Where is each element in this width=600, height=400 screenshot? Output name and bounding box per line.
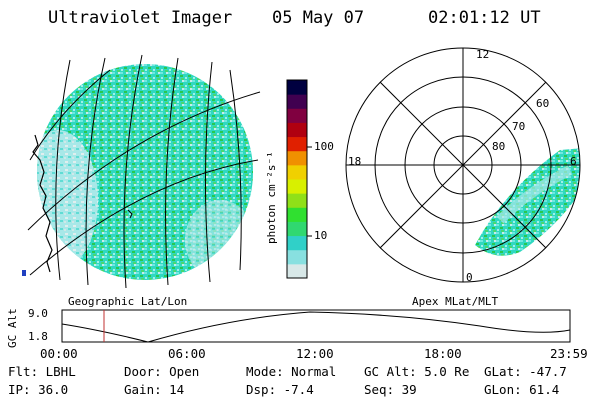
mlt-label-18: 18 [348,155,362,168]
polar-grid [345,47,581,283]
filter-info: Flt: LBHL [8,364,76,379]
glon-info: GLon: 61.4 [484,382,560,397]
colorbar-segment [287,207,307,222]
date-label: 05 May 07 [272,8,365,28]
gain-info: Gain: 14 [124,382,185,397]
colorbar-segment [287,235,307,251]
colorbar-segment [287,80,307,95]
orbit-y-label: GC Alt [6,308,19,348]
colorbar-segment [287,122,307,138]
colorbar [286,79,312,279]
colorbar-tick-100: 100 [314,140,334,153]
orbit-x-tick-0000: 00:00 [40,346,78,361]
polar-panel [345,47,581,283]
colorbar-segment [287,136,307,152]
geo-caption: Geographic Lat/Lon [68,295,188,308]
coastline [32,134,53,273]
door-info: Door: Open [124,364,200,379]
colorbar-segment [287,108,307,123]
mlat-label-60: 60 [536,97,550,110]
mlt-label-12: 12 [476,48,490,61]
geographic-image [22,54,261,289]
mlat-label-70: 70 [512,120,526,133]
colorbar-axis-label: photon cm⁻²s⁻¹ [265,151,278,244]
coastline-island [127,209,133,219]
mlt-label-6: 6 [570,155,577,168]
polar-caption: Apex MLat/MLT [412,295,499,308]
colorbar-segment [287,221,307,237]
mlt-label-0: 0 [466,271,473,284]
orbit-plot [61,309,571,343]
colorbar-segment [287,164,307,180]
orbit-x-tick-1800: 18:00 [424,346,462,361]
orbit-x-tick-0600: 06:00 [168,346,206,361]
time-label: 02:01:12 UT [428,8,541,28]
dsp-info: Dsp: -7.4 [246,382,314,397]
mode-info: Mode: Normal [246,364,337,379]
colorbar-segment [287,263,307,279]
geo-grid [27,54,261,289]
colorbar-segment [287,249,307,265]
colorbar-segment [287,193,307,208]
colorbar-segment [287,94,307,109]
coastline-marker [22,270,26,276]
gc-alt-info: GC Alt: 5.0 Re [364,364,470,379]
mlat-label-80: 80 [492,140,506,153]
orbit-y-tick-min: 1.8 [28,330,48,343]
colorbar-segment [287,150,307,166]
orbit-y-tick-max: 9.0 [28,307,48,320]
seq-info: Seq: 39 [364,382,417,397]
instrument-title: Ultraviolet Imager [48,8,233,28]
glat-info: GLat: -47.7 [484,364,567,379]
ip-info: IP: 36.0 [8,382,69,397]
orbit-x-tick-2359: 23:59 [550,346,588,361]
orbit-x-tick-1200: 12:00 [296,346,334,361]
colorbar-tick-10: 10 [314,229,328,242]
colorbar-segment [287,179,307,194]
